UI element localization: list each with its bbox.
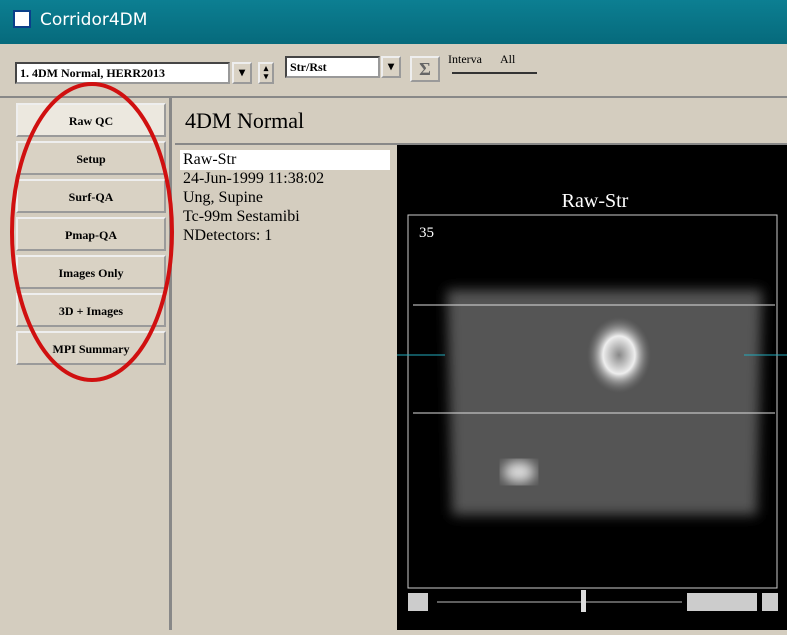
sidebar-button[interactable]: MPI Summary <box>16 331 166 365</box>
slider-thumb[interactable] <box>581 590 586 612</box>
pause-button[interactable] <box>408 593 428 611</box>
viewer-title: Raw-Str <box>562 190 629 212</box>
info-item: Ung, Supine <box>180 188 390 208</box>
app-window: Corridor4DM 1. 4DM Normal, HERR2013 ▾ ▴▾… <box>0 0 787 630</box>
info-item: Raw-Str <box>180 150 390 170</box>
info-item: NDetectors: 1 <box>180 226 390 246</box>
interval-slider[interactable] <box>452 72 537 74</box>
app-icon <box>13 10 31 28</box>
viewer-canvas: Raw-Str 35 <box>397 145 787 630</box>
dropdown-arrow[interactable]: ▾ <box>232 62 252 84</box>
toolbar: 1. 4DM Normal, HERR2013 ▾ ▴▾ Str/Rst ▾ Σ… <box>0 44 787 98</box>
info-item: 24-Jun-1999 11:38:02 <box>180 169 390 189</box>
lock-button[interactable] <box>762 593 778 611</box>
sidebar: Raw QC Setup Surf-QA Pmap-QA Images Only 3D +… <box>0 98 172 630</box>
interval-label: Interva <box>448 52 482 67</box>
sum-button[interactable]: Σ <box>410 56 440 82</box>
sidebar-button[interactable]: Pmap-QA <box>16 217 166 251</box>
spinner[interactable]: ▴▾ <box>258 62 274 84</box>
window-title: Corridor4DM <box>40 10 147 30</box>
hot-spot <box>503 461 535 483</box>
panel-title: 4DM Normal <box>175 100 787 145</box>
sidebar-button[interactable]: Images Only <box>16 255 166 289</box>
interval-value: All <box>500 52 515 67</box>
frame-number: 35 <box>419 225 434 241</box>
title-bar: Corridor4DM <box>0 0 787 44</box>
dropdown-arrow[interactable]: ▾ <box>381 56 401 78</box>
playback-buttons[interactable] <box>687 593 757 611</box>
sidebar-button[interactable]: 3D + Images <box>16 293 166 327</box>
mode-dropdown[interactable]: Str/Rst <box>285 56 380 78</box>
info-item: Tc-99m Sestamibi <box>180 207 390 227</box>
sidebar-button[interactable]: Surf-QA <box>16 179 166 213</box>
image-viewer: Raw-Str 35 <box>397 145 787 630</box>
sidebar-button[interactable]: Raw QC <box>16 103 166 137</box>
dataset-dropdown[interactable]: 1. 4DM Normal, HERR2013 <box>15 62 230 84</box>
heart-blob <box>587 317 651 393</box>
sidebar-button[interactable]: Setup <box>16 141 166 175</box>
